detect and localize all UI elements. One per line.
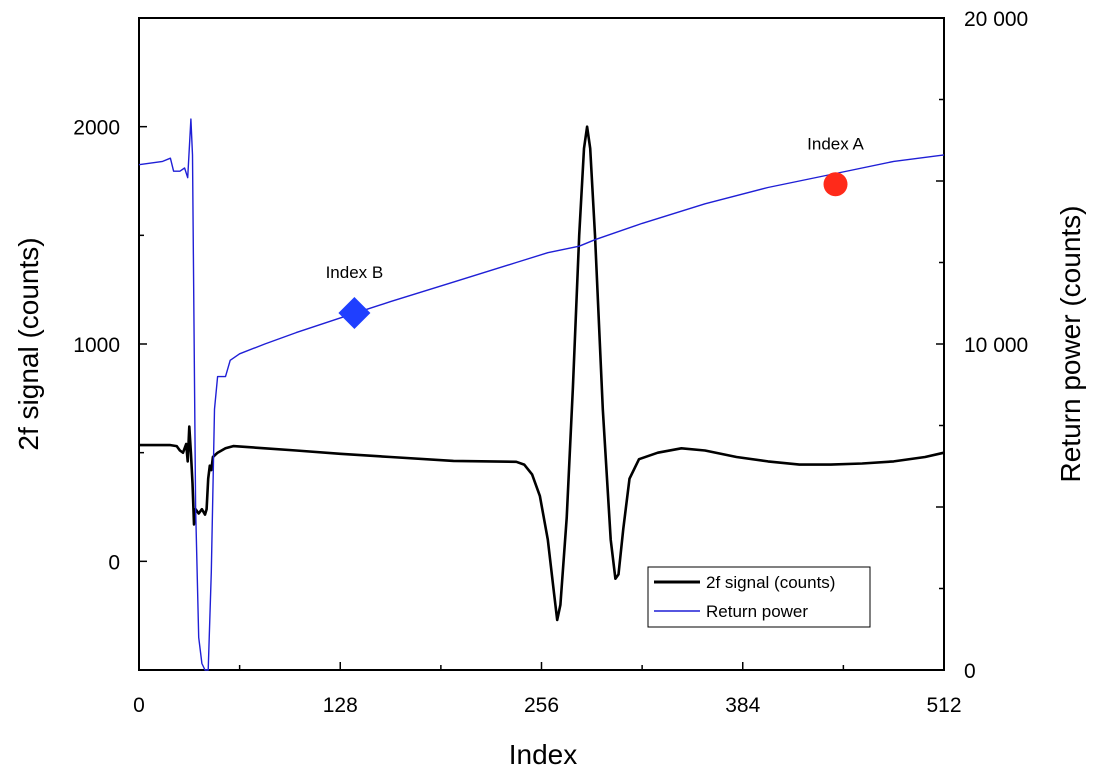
y-tick-label: 2000 [73, 117, 120, 140]
legend-label-2f-signal: 2f signal (counts) [706, 573, 835, 592]
annotation-label-index-b: Index B [326, 263, 384, 282]
y2-axis-title: Return power (counts) [1055, 205, 1086, 482]
x-tick-label: 128 [323, 694, 358, 717]
legend-label-return-power: Return power [706, 602, 808, 621]
y2-tick-label: 0 [964, 660, 976, 683]
y-axis-title: 2f signal (counts) [13, 237, 44, 450]
x-tick-label: 256 [524, 694, 559, 717]
marker-index-b [338, 297, 371, 330]
series-layer [138, 118, 945, 671]
legend-box [647, 566, 871, 628]
series-line-return-power [138, 118, 945, 671]
x-tick-label: 0 [133, 694, 145, 717]
y-tick-label: 0 [108, 551, 120, 574]
x-axis-title: Index [509, 739, 578, 770]
annotation-label-index-a: Index A [807, 134, 864, 153]
x-tick-label: 384 [725, 694, 760, 717]
y2-tick-label: 10 000 [964, 334, 1028, 357]
y-tick-label: 1000 [73, 334, 120, 357]
legend: 2f signal (counts) Return power [647, 566, 871, 628]
marker-index-a [823, 172, 848, 197]
x-tick-label: 512 [926, 694, 961, 717]
annotations-layer: Index A Index B [326, 134, 865, 330]
series-line-2f-signal-counts [139, 125, 945, 622]
y2-tick-label: 20 000 [964, 8, 1028, 31]
